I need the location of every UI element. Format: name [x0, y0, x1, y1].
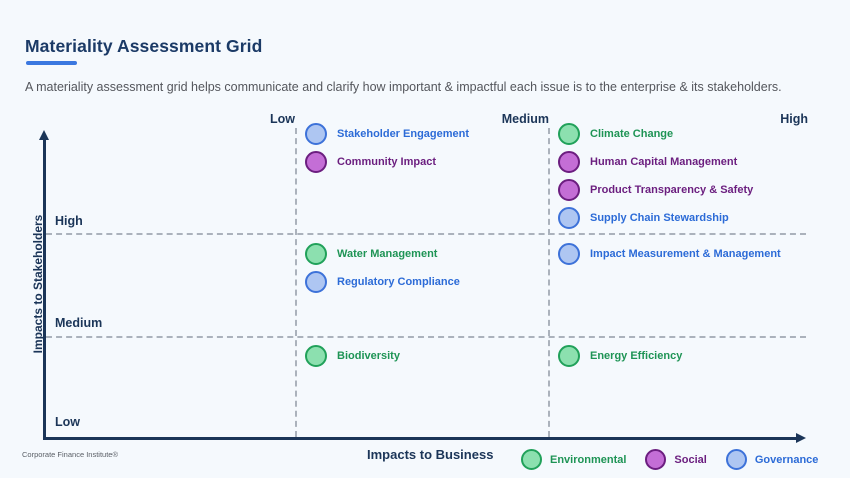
vertical-dashed-line-low: [295, 128, 297, 437]
grid-item-label: Biodiversity: [337, 350, 400, 362]
x-axis-label: Impacts to Business: [367, 447, 494, 462]
grid-item: Impact Measurement & Management: [558, 243, 781, 265]
governance-dot-icon: [558, 243, 580, 265]
environmental-dot-icon: [521, 449, 542, 470]
legend-label: Governance: [754, 453, 819, 466]
environmental-dot-icon: [558, 123, 580, 145]
y-axis-arrow-icon: [39, 130, 49, 140]
grid-item: Regulatory Compliance: [305, 271, 460, 293]
governance-dot-icon: [305, 123, 327, 145]
legend: Environmental Social Governance: [521, 449, 818, 470]
legend-label: Social: [674, 453, 707, 466]
grid-item: Human Capital Management: [558, 151, 737, 173]
grid-item-label: Product Transparency & Safety: [590, 184, 754, 196]
grid-item: Water Management: [305, 243, 437, 265]
x-tick-medium: Medium: [501, 112, 549, 126]
horizontal-dashed-line-high: [46, 233, 806, 235]
environmental-dot-icon: [558, 345, 580, 367]
y-axis-label: Impacts to Stakeholders: [31, 214, 45, 354]
legend-item-environmental: Environmental: [521, 449, 626, 470]
x-axis-line: [43, 437, 798, 440]
grid-item-label: Impact Measurement & Management: [590, 248, 781, 260]
legend-label: Environmental: [550, 453, 627, 466]
y-tick-medium: Medium: [55, 316, 103, 330]
grid-item-label: Regulatory Compliance: [337, 276, 460, 288]
social-dot-icon: [305, 151, 327, 173]
grid-item: Biodiversity: [305, 345, 400, 367]
social-dot-icon: [558, 151, 580, 173]
page-title: Materiality Assessment Grid: [25, 36, 263, 56]
grid-item-label: Stakeholder Engagement: [337, 128, 470, 140]
grid-item: Community Impact: [305, 151, 436, 173]
grid-item-label: Human Capital Management: [590, 156, 738, 168]
grid-item: Stakeholder Engagement: [305, 123, 469, 145]
legend-item-social: Social: [645, 449, 707, 470]
grid-item-label: Climate Change: [590, 128, 674, 140]
vertical-dashed-line-medium: [548, 128, 550, 437]
environmental-dot-icon: [305, 345, 327, 367]
horizontal-dashed-line-medium: [46, 336, 806, 338]
grid-item-label: Community Impact: [337, 156, 437, 168]
brand-attribution: Corporate Finance Institute®: [22, 450, 118, 459]
page-subtitle: A materiality assessment grid helps comm…: [25, 80, 782, 94]
governance-dot-icon: [725, 449, 747, 470]
social-dot-icon: [645, 449, 667, 470]
environmental-dot-icon: [305, 243, 327, 265]
y-tick-low: Low: [55, 415, 80, 429]
title-accent-bar: [26, 61, 77, 65]
legend-item-governance: Governance: [725, 449, 819, 470]
grid-item-label: Energy Efficiency: [590, 350, 683, 362]
governance-dot-icon: [558, 207, 580, 229]
social-dot-icon: [558, 179, 580, 201]
x-tick-low: Low: [270, 112, 295, 126]
governance-dot-icon: [305, 271, 327, 293]
y-tick-high: High: [55, 214, 83, 228]
grid-item: Product Transparency & Safety: [558, 179, 753, 201]
grid-item-label: Water Management: [337, 248, 438, 260]
grid-item: Supply Chain Stewardship: [558, 207, 729, 229]
grid-item: Climate Change: [558, 123, 673, 145]
y-axis-line: [43, 139, 46, 440]
grid-item-label: Supply Chain Stewardship: [590, 212, 729, 224]
x-tick-high: High: [780, 112, 808, 126]
x-axis-arrow-icon: [796, 433, 806, 443]
grid-item: Energy Efficiency: [558, 345, 682, 367]
